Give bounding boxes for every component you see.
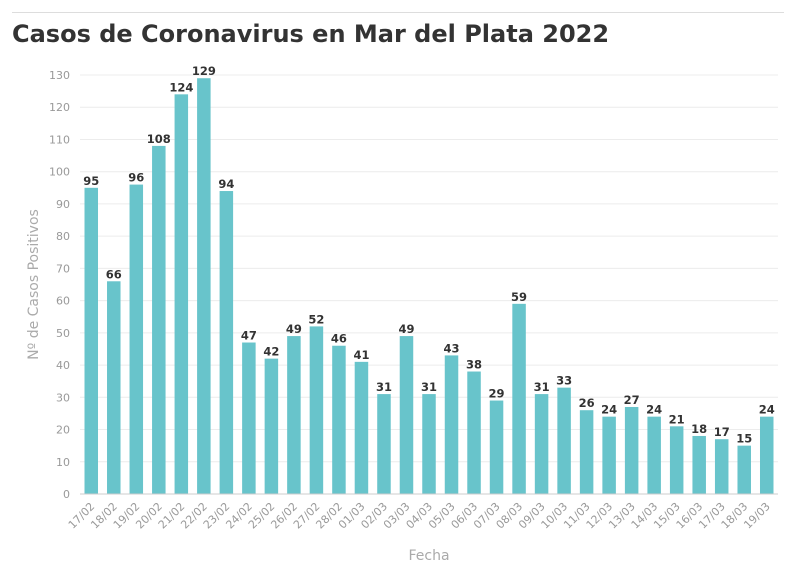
chart-title: Casos de Coronavirus en Mar del Plata 20… <box>12 20 610 48</box>
bar[interactable] <box>647 416 661 494</box>
bar[interactable] <box>197 78 211 494</box>
bar[interactable] <box>737 445 751 494</box>
bar[interactable] <box>309 326 324 494</box>
bar[interactable] <box>534 394 549 494</box>
data-label: 27 <box>624 393 640 407</box>
bar[interactable] <box>422 394 436 494</box>
y-axis-ticks: 0 10 20 30 40 50 60 70 80 90 100 110 120 130 <box>49 69 70 501</box>
y-tick-label: 20 <box>56 424 70 437</box>
data-label: 46 <box>331 332 347 346</box>
bar[interactable] <box>692 435 706 494</box>
y-tick-label: 30 <box>56 391 70 404</box>
bar[interactable] <box>242 342 256 494</box>
bars <box>84 78 774 495</box>
bar[interactable] <box>557 387 571 494</box>
data-label: 124 <box>169 80 193 94</box>
bar[interactable] <box>579 410 594 494</box>
data-label: 24 <box>759 403 775 417</box>
data-label: 31 <box>534 380 550 394</box>
data-label: 47 <box>241 329 257 343</box>
bar[interactable] <box>444 355 459 494</box>
data-label: 17 <box>714 425 730 439</box>
bar[interactable] <box>354 361 369 494</box>
data-label: 42 <box>263 345 279 359</box>
bar[interactable] <box>152 145 166 494</box>
x-axis-title: Fecha <box>408 548 449 564</box>
x-axis-ticks: 17/0218/0219/0220/0221/0222/0223/0224/02… <box>66 500 773 532</box>
y-tick-label: 60 <box>56 295 70 308</box>
bar[interactable] <box>129 184 144 495</box>
data-label: 95 <box>83 174 99 188</box>
bar[interactable] <box>377 394 391 494</box>
data-label: 29 <box>489 387 505 401</box>
y-tick-label: 100 <box>49 166 70 179</box>
bar[interactable] <box>512 303 526 494</box>
data-label: 24 <box>601 403 617 417</box>
data-label: 52 <box>308 312 324 326</box>
bar[interactable] <box>399 336 414 494</box>
data-label: 49 <box>398 322 414 336</box>
data-label: 129 <box>192 64 216 78</box>
data-labels: 95 66 96 108 124 129 94 47 42 49 52 46 41 31 49 31 43 38 2… <box>83 64 774 445</box>
data-label: 41 <box>353 348 369 362</box>
y-tick-label: 80 <box>56 230 70 243</box>
bar[interactable] <box>759 416 774 494</box>
data-label: 31 <box>421 380 437 394</box>
y-tick-label: 0 <box>63 488 70 501</box>
data-label: 15 <box>736 432 752 446</box>
grid-lines <box>80 74 778 463</box>
bar[interactable] <box>287 336 301 494</box>
data-label: 59 <box>511 290 527 304</box>
data-label: 108 <box>147 132 171 146</box>
top-divider <box>12 12 784 13</box>
y-tick-label: 50 <box>56 327 70 340</box>
y-tick-label: 120 <box>49 101 70 114</box>
data-label: 94 <box>218 177 234 191</box>
bar[interactable] <box>84 187 99 495</box>
bar[interactable] <box>219 191 234 494</box>
bar[interactable] <box>489 400 504 494</box>
y-tick-label: 90 <box>56 198 70 211</box>
data-label: 26 <box>579 396 595 410</box>
x-tick-label: 19/03 <box>741 500 773 532</box>
y-tick-label: 130 <box>49 69 70 82</box>
bar[interactable] <box>602 416 616 494</box>
data-label: 66 <box>106 267 122 281</box>
bar[interactable] <box>107 281 121 494</box>
bar[interactable] <box>669 426 684 494</box>
y-axis-title: Nº de Casos Positivos <box>26 209 42 360</box>
data-label: 18 <box>691 422 707 436</box>
data-label: 24 <box>646 403 662 417</box>
bar[interactable] <box>714 439 729 494</box>
bar[interactable] <box>624 406 639 494</box>
y-tick-label: 10 <box>56 456 70 469</box>
bar[interactable] <box>332 345 346 494</box>
data-label: 49 <box>286 322 302 336</box>
data-label: 96 <box>128 171 144 185</box>
data-label: 21 <box>669 412 685 426</box>
data-label: 43 <box>444 341 460 355</box>
y-tick-label: 110 <box>49 133 70 146</box>
data-label: 31 <box>376 380 392 394</box>
y-tick-label: 40 <box>56 359 70 372</box>
y-tick-label: 70 <box>56 262 70 275</box>
data-label: 38 <box>466 358 482 372</box>
bar[interactable] <box>174 94 189 494</box>
data-label: 33 <box>556 374 572 388</box>
bar[interactable] <box>467 371 481 494</box>
bar[interactable] <box>264 358 279 494</box>
